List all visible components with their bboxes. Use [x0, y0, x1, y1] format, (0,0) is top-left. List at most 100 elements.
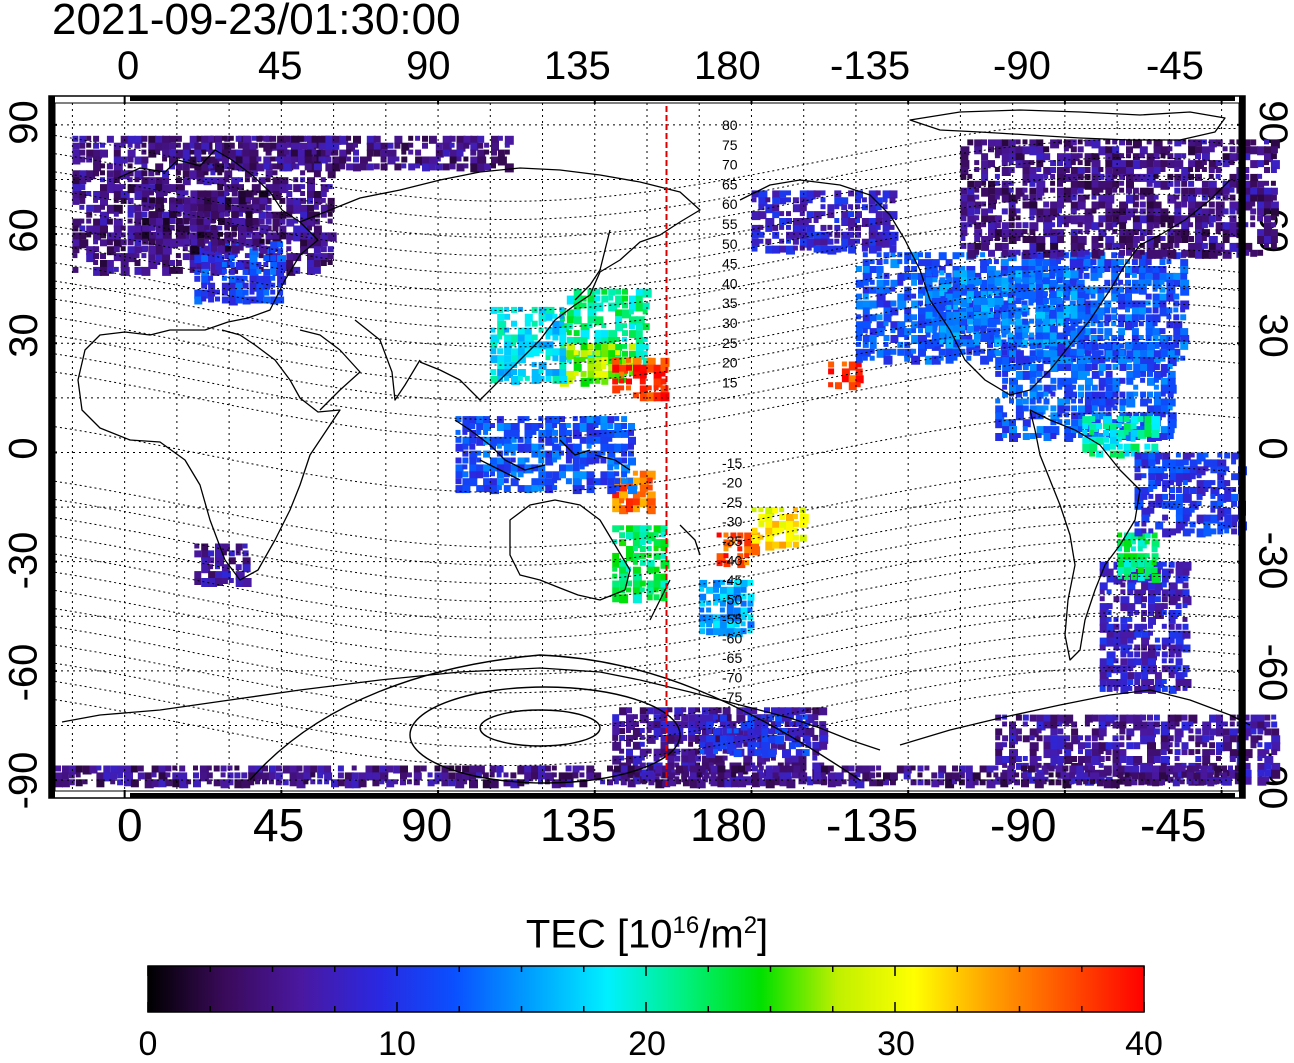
tec-cell — [1144, 423, 1151, 430]
tec-cell — [607, 416, 614, 423]
tec-cell — [988, 312, 994, 318]
tec-cell — [477, 136, 484, 143]
tec-cell — [799, 756, 807, 764]
tec-cell — [967, 298, 972, 303]
tec-cell — [1181, 250, 1188, 257]
tec-cell — [457, 163, 465, 171]
tec-cell — [1107, 589, 1112, 594]
tec-cell — [883, 232, 891, 240]
tec-cell — [1085, 160, 1091, 166]
tec-cell — [243, 157, 250, 164]
tec-cell — [176, 198, 183, 205]
tec-cell — [786, 211, 791, 216]
tec-cell — [1140, 195, 1145, 200]
tec-cell — [1132, 307, 1140, 315]
tec-cell — [1091, 335, 1098, 342]
tec-cell — [1230, 139, 1235, 144]
tec-cell — [1148, 596, 1155, 603]
tec-cell — [1141, 596, 1147, 602]
tec-cell — [1250, 139, 1256, 145]
tec-cell — [812, 707, 820, 715]
tec-cell — [372, 772, 379, 779]
tec-cell — [988, 160, 995, 167]
tec-cell — [483, 464, 490, 471]
tec-cell — [841, 239, 849, 247]
tec-cell — [626, 735, 633, 742]
tec-cell — [615, 309, 622, 316]
tec-cell — [190, 157, 197, 164]
tec-cell — [1152, 574, 1161, 583]
tec-cell — [988, 181, 995, 188]
tec-cell — [1176, 576, 1184, 584]
tec-cell — [1114, 624, 1120, 630]
tec-cell — [607, 766, 613, 772]
tec-cell — [1264, 770, 1271, 777]
tec-cell — [1147, 371, 1153, 377]
tec-cell — [1050, 333, 1057, 340]
tec-cell — [246, 218, 254, 226]
tec-cell — [647, 485, 653, 491]
tec-cell — [1009, 742, 1015, 748]
tec-cell — [1078, 350, 1084, 356]
tec-cell — [926, 305, 933, 312]
tec-cell — [1154, 385, 1159, 390]
tec-cell — [1105, 222, 1113, 230]
tec-cell — [573, 416, 578, 421]
tec-cell — [567, 323, 573, 329]
tec-cell — [469, 766, 477, 774]
tec-cell — [293, 267, 300, 274]
tec-cell — [1099, 405, 1105, 411]
tec-cell — [93, 157, 101, 165]
tec-cell — [518, 471, 524, 477]
tec-cell — [100, 184, 108, 192]
tec-cell — [1119, 181, 1124, 186]
tec-cell — [552, 348, 559, 355]
tec-cell — [266, 205, 272, 211]
tec-cell — [1141, 658, 1149, 666]
tec-cell — [699, 715, 706, 722]
tec-cell — [239, 232, 246, 239]
tec-cell — [1144, 416, 1152, 424]
tec-cell — [768, 749, 776, 757]
tec-cell — [149, 190, 154, 195]
tec-cell — [633, 742, 641, 750]
tec-cell — [1124, 430, 1129, 435]
tec-cell — [1154, 364, 1160, 370]
tec-cell — [135, 267, 143, 275]
tec-cell — [1089, 430, 1094, 435]
tec-cell — [566, 464, 573, 471]
tec-cell — [307, 205, 314, 212]
tec-cell — [695, 756, 701, 762]
tec-cell — [183, 253, 190, 260]
tec-cell — [647, 365, 655, 373]
tec-cell — [1009, 222, 1015, 228]
tec-cell — [1182, 749, 1188, 755]
tec-cell — [1230, 735, 1237, 742]
tec-cell — [814, 218, 819, 223]
tec-cell — [612, 721, 619, 728]
tec-cell — [1169, 686, 1177, 694]
tec-cell — [981, 139, 987, 145]
tec-cell — [1224, 515, 1231, 522]
tec-cell — [1251, 735, 1259, 743]
tec-cell — [1002, 742, 1007, 747]
tec-cell — [628, 437, 636, 445]
tec-cell — [1127, 603, 1135, 611]
tec-cell — [100, 170, 105, 175]
tec-cell — [946, 259, 953, 266]
tec-cell — [1230, 728, 1238, 736]
tec-cell — [1154, 756, 1161, 763]
tec-cell — [1257, 735, 1262, 740]
tec-cell — [1016, 222, 1022, 228]
tec-cell — [1180, 307, 1185, 312]
tec-cell — [988, 277, 996, 285]
tec-cell — [1120, 589, 1125, 594]
tec-cell — [372, 766, 379, 773]
tec-cell — [1100, 582, 1108, 590]
tec-cell — [138, 766, 144, 772]
tec-cell — [1125, 273, 1130, 278]
tec-cell — [114, 267, 119, 272]
tec-cell — [1161, 343, 1167, 349]
tec-cell — [312, 136, 320, 144]
tec-cell — [234, 772, 240, 778]
